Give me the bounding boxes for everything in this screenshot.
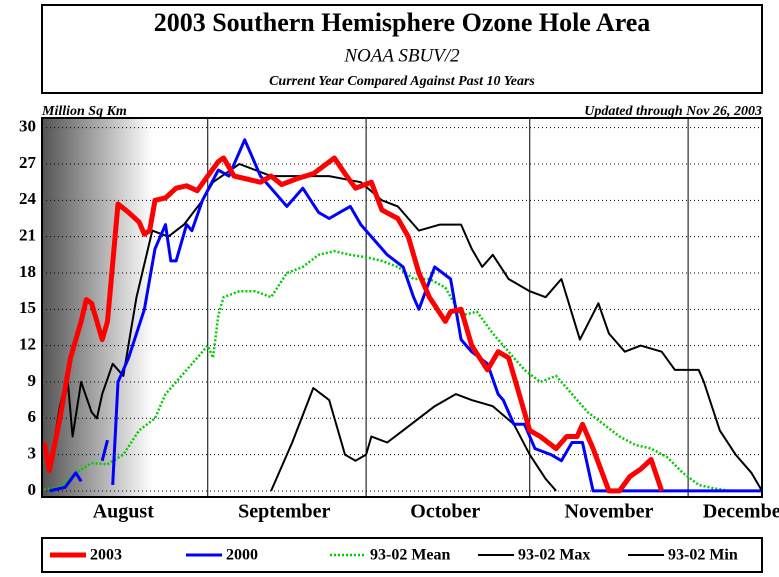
y-tick-label: 12 <box>19 335 36 354</box>
legend-label: 93-02 Min <box>668 547 738 564</box>
y-tick-label: 18 <box>19 262 36 281</box>
x-tick-label: November <box>564 501 653 523</box>
y-tick-label: 9 <box>28 371 37 390</box>
y-tick-label: 21 <box>19 226 36 245</box>
legend-label: 2003 <box>90 547 122 564</box>
y-axis-label: Million Sq Km <box>41 104 127 119</box>
series-line <box>49 138 762 493</box>
grid <box>42 118 762 497</box>
y-tick-label: 0 <box>28 480 37 499</box>
series-line <box>41 155 665 494</box>
x-tick-label: October <box>410 501 480 523</box>
y-tick-label: 15 <box>19 298 36 317</box>
legend-label: 93-02 Max <box>518 547 590 564</box>
legend-box <box>41 537 763 573</box>
title-box <box>41 4 763 94</box>
legend-label: 2000 <box>226 547 258 564</box>
y-tick-label: 27 <box>19 153 37 172</box>
series-line <box>43 249 762 493</box>
y-tick-label: 30 <box>19 117 36 136</box>
series-line <box>270 387 557 492</box>
caption: Current Year Compared Against Past 10 Ye… <box>269 74 535 89</box>
plot-lines <box>41 138 763 494</box>
series-line <box>51 163 763 492</box>
plot-frame <box>41 117 763 498</box>
y-tick-label: 24 <box>19 189 37 208</box>
x-tick-label: August <box>93 501 154 523</box>
polar-night-shading <box>43 119 153 496</box>
subtitle: NOAA SBUV/2 <box>343 45 460 66</box>
chart-title: 2003 Southern Hemisphere Ozone Hole Area <box>154 8 651 37</box>
x-tick-label: September <box>238 501 330 523</box>
y-tick-label: 6 <box>28 407 37 426</box>
legend-label: 93-02 Mean <box>370 547 451 564</box>
y-tick-label: 3 <box>28 444 37 463</box>
x-tick-label: December <box>703 501 779 523</box>
annotation: Updated through Nov 26, 2003 <box>584 104 762 119</box>
legend: 2003 2000 93-02 Mean 93-02 Max 93-02 Min <box>50 547 738 564</box>
